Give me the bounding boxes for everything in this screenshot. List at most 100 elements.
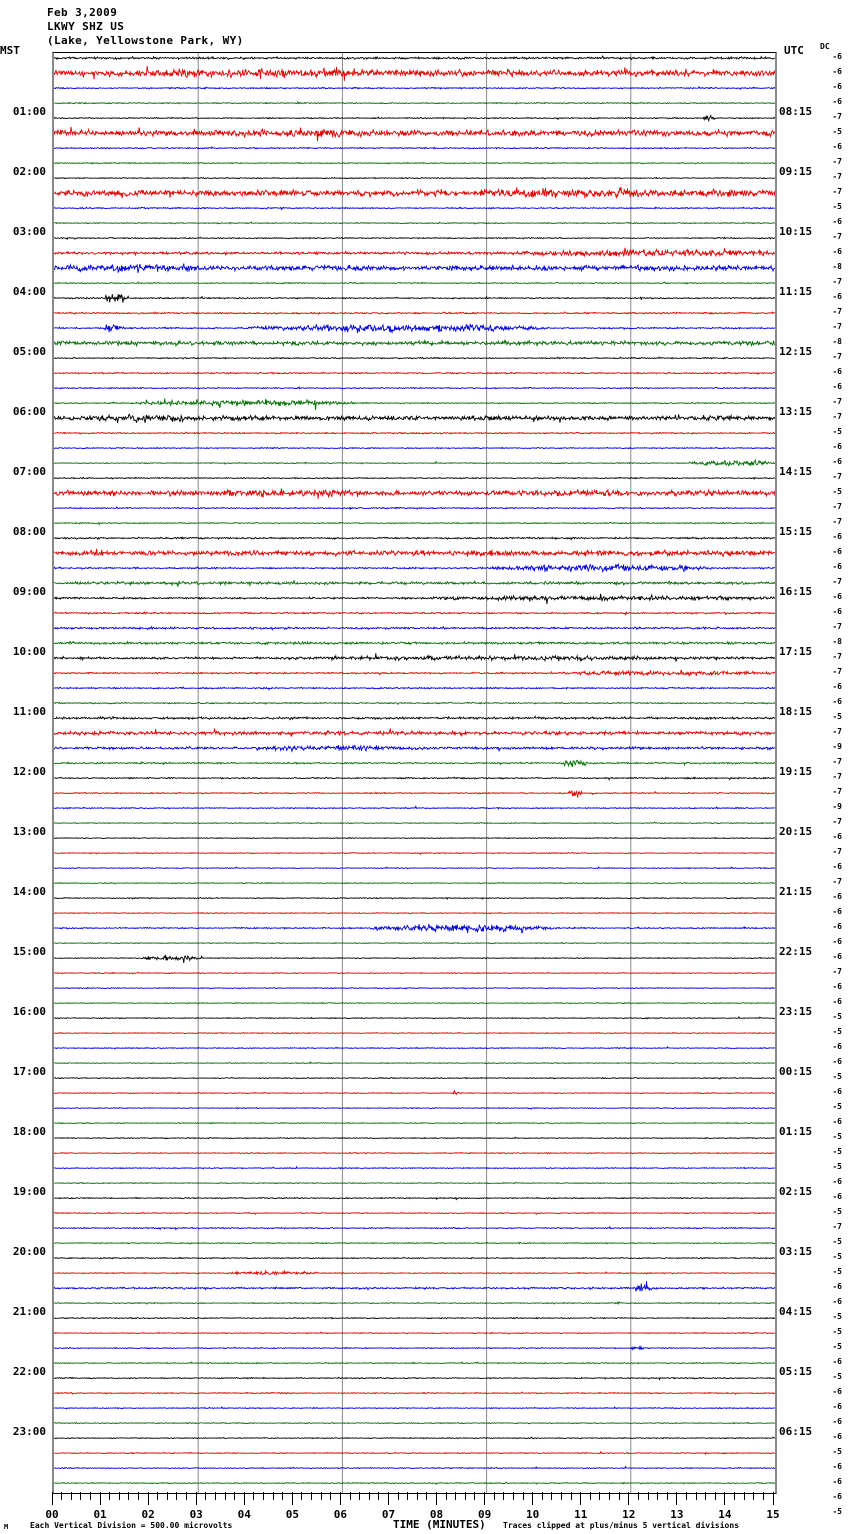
seismic-trace xyxy=(54,821,775,825)
seismic-trace xyxy=(54,866,775,870)
dc-value: -5 xyxy=(832,487,842,497)
helicorder-plot xyxy=(52,52,777,1494)
dc-value: -5 xyxy=(832,1342,842,1352)
seismic-trace xyxy=(54,1046,775,1050)
dc-value: -6 xyxy=(832,607,842,617)
dc-value: -6 xyxy=(832,1192,842,1202)
seismic-trace xyxy=(54,805,775,810)
utc-hour-label: 05:15 xyxy=(779,1365,813,1378)
x-axis-minor-tick xyxy=(464,1492,466,1500)
dc-value: -6 xyxy=(832,247,842,257)
seismic-trace xyxy=(54,1450,775,1456)
dc-value: -8 xyxy=(832,637,842,647)
x-axis-minor-tick xyxy=(301,1492,303,1500)
utc-hour-label: 17:15 xyxy=(779,645,813,658)
x-axis-minor-tick xyxy=(253,1492,255,1500)
seismic-trace xyxy=(54,281,775,285)
x-axis-minor-tick xyxy=(359,1492,361,1500)
x-axis-tick-label: 05 xyxy=(285,1508,299,1521)
dc-value: -5 xyxy=(832,1252,842,1262)
mst-hour-label: 15:00 xyxy=(12,945,46,958)
seismic-trace xyxy=(54,611,775,616)
x-axis-minor-tick xyxy=(349,1492,351,1500)
x-axis-tick-label: 10 xyxy=(526,1508,540,1521)
x-axis-major-tick xyxy=(580,1492,582,1505)
dc-value: -7 xyxy=(832,307,842,317)
dc-value: -6 xyxy=(832,1282,842,1292)
dc-value: -6 xyxy=(832,1357,842,1367)
utc-hour-label: 08:15 xyxy=(779,105,813,118)
header-station: LKWY SHZ US xyxy=(47,20,125,33)
seismic-trace xyxy=(54,896,775,900)
seismic-trace xyxy=(54,1300,775,1306)
utc-hour-label: 14:15 xyxy=(779,465,813,478)
seismic-trace xyxy=(54,476,775,480)
seismic-trace xyxy=(54,413,775,423)
seismic-trace xyxy=(54,971,775,975)
x-axis-tick-label: 06 xyxy=(333,1508,348,1521)
seismic-trace xyxy=(54,398,775,410)
dc-value: -7 xyxy=(832,757,842,767)
dc-value: -7 xyxy=(832,877,842,887)
mst-hour-label: 08:00 xyxy=(12,525,46,538)
dc-value: -6 xyxy=(832,1387,842,1397)
dc-value: -6 xyxy=(832,1177,842,1187)
x-axis-minor-tick xyxy=(89,1492,91,1500)
dc-value: -5 xyxy=(832,1207,842,1217)
x-axis-minor-tick xyxy=(378,1492,380,1500)
dc-value: -8 xyxy=(832,337,842,347)
x-axis-minor-tick xyxy=(762,1492,764,1500)
seismic-trace xyxy=(54,505,775,511)
dc-value: -5 xyxy=(832,1132,842,1142)
x-axis-minor-tick xyxy=(493,1492,495,1500)
seismic-trace xyxy=(54,1165,775,1170)
seismic-trace xyxy=(54,1421,775,1425)
header-location: (Lake, Yellowstone Park, WY) xyxy=(47,34,244,47)
seismic-trace xyxy=(54,1241,775,1245)
header-date: Feb 3,2009 xyxy=(47,6,118,19)
seismic-trace xyxy=(54,669,775,677)
x-axis-minor-tick xyxy=(186,1492,188,1500)
x-axis-tick-label: 12 xyxy=(622,1508,636,1521)
dc-value: -7 xyxy=(832,967,842,977)
seismic-trace xyxy=(54,593,775,604)
x-axis-minor-tick xyxy=(522,1492,524,1500)
dc-value: -5 xyxy=(832,1162,842,1172)
seismic-trace xyxy=(54,458,775,467)
mst-hour-label: 06:00 xyxy=(12,405,46,418)
seismic-trace xyxy=(54,1121,775,1125)
x-axis-minor-tick xyxy=(657,1492,659,1500)
dc-value: -6 xyxy=(832,1117,842,1127)
dc-value: -5 xyxy=(832,1237,842,1247)
x-axis-minor-tick xyxy=(128,1492,130,1500)
x-axis-tick-label: 13 xyxy=(670,1508,684,1521)
seismic-trace xyxy=(54,1406,775,1410)
utc-hour-label: 13:15 xyxy=(779,405,813,418)
utc-hour-label: 01:15 xyxy=(779,1125,813,1138)
dc-value: -6 xyxy=(832,832,842,842)
x-axis-tick-label: 03 xyxy=(189,1508,203,1521)
dc-value: -6 xyxy=(832,67,842,77)
x-axis-minor-tick xyxy=(561,1492,562,1500)
dc-value: -7 xyxy=(832,577,842,587)
seismic-trace xyxy=(54,262,775,274)
seismic-trace xyxy=(54,701,775,706)
dc-value: -6 xyxy=(832,442,842,452)
seismic-trace xyxy=(54,562,775,573)
mst-hour-label: 19:00 xyxy=(12,1185,46,1198)
utc-axis-label: UTC xyxy=(784,44,804,57)
mst-hour-label: 22:00 xyxy=(12,1365,46,1378)
x-axis-minor-tick xyxy=(685,1492,687,1500)
x-axis-tick-label: 08 xyxy=(429,1508,444,1521)
seismic-trace xyxy=(54,145,775,150)
seismic-trace xyxy=(54,1196,775,1201)
x-axis-minor-tick xyxy=(455,1492,457,1500)
utc-hour-label: 10:15 xyxy=(779,225,813,238)
dc-value: -7 xyxy=(832,622,842,632)
x-axis-minor-tick xyxy=(407,1492,409,1500)
seismic-trace xyxy=(54,1106,775,1110)
seismic-trace xyxy=(54,1269,775,1276)
x-axis-tick-label: 14 xyxy=(718,1508,732,1521)
mst-hour-label: 18:00 xyxy=(12,1125,46,1138)
